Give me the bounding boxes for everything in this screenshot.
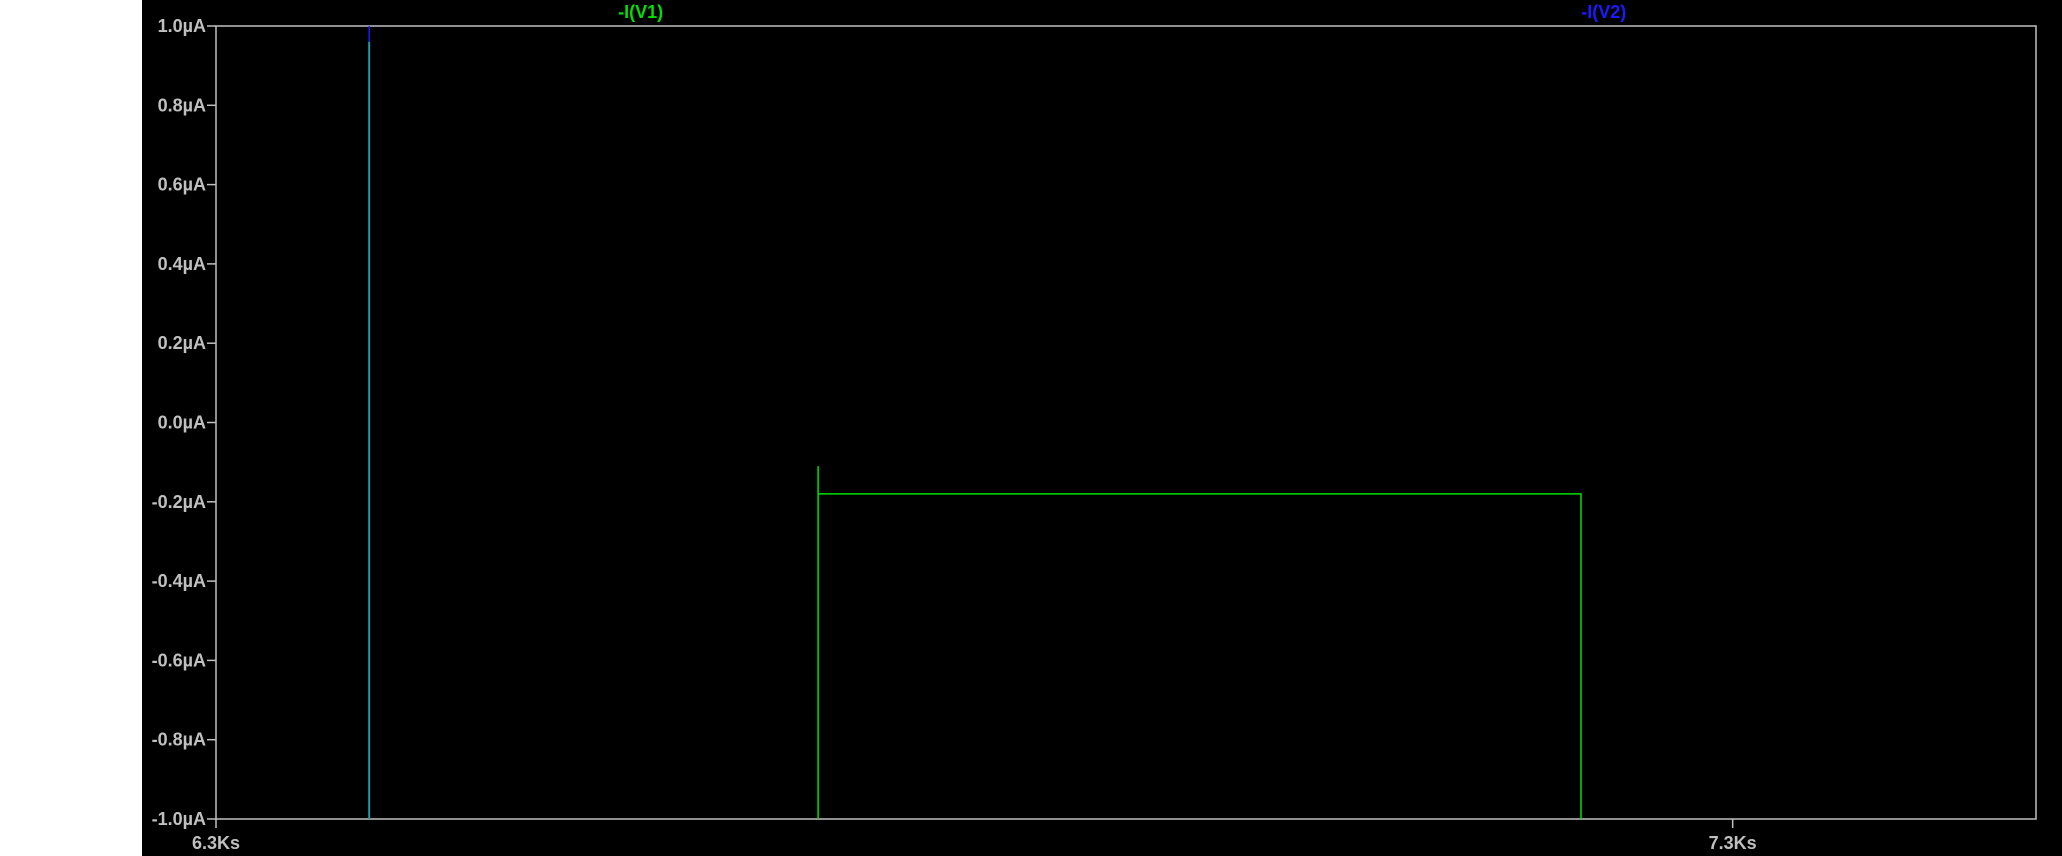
x-tick-label: 6.3Ks — [192, 833, 240, 853]
y-tick-label: -1.0µA — [152, 809, 206, 829]
y-axis: 1.0µA 0.8µA 0.6µA 0.4µA 0.2µA 0.0µA -0.2µA -0.4… — [152, 16, 216, 829]
trace-legend: -I(V1) -I(V2) — [618, 2, 1626, 22]
y-tick-label: 0.2µA — [158, 333, 206, 353]
y-tick-label: 0.4µA — [158, 254, 206, 274]
plot-frame — [215, 25, 2037, 820]
trace-i-v1-segment[interactable] — [817, 466, 1582, 819]
y-tick-label: -0.4µA — [152, 571, 206, 591]
y-tick-label: 0.6µA — [158, 175, 206, 195]
legend-label-2[interactable]: -I(V2) — [1581, 2, 1626, 22]
legend-label-1[interactable]: -I(V1) — [618, 2, 663, 22]
x-tick-label: 7.3Ks — [1709, 833, 1757, 853]
traces — [368, 26, 1582, 819]
y-tick-label: 0.8µA — [158, 95, 206, 115]
plot-pane[interactable] — [142, 0, 2062, 856]
y-tick-label: -0.6µA — [152, 650, 206, 670]
y-tick-label: 0.0µA — [158, 413, 206, 433]
y-tick-label: -0.8µA — [152, 730, 206, 750]
y-tick-label: 1.0µA — [158, 16, 206, 36]
y-tick-label: -0.2µA — [152, 492, 206, 512]
x-axis: 6.3Ks 7.3Ks — [192, 819, 1757, 853]
